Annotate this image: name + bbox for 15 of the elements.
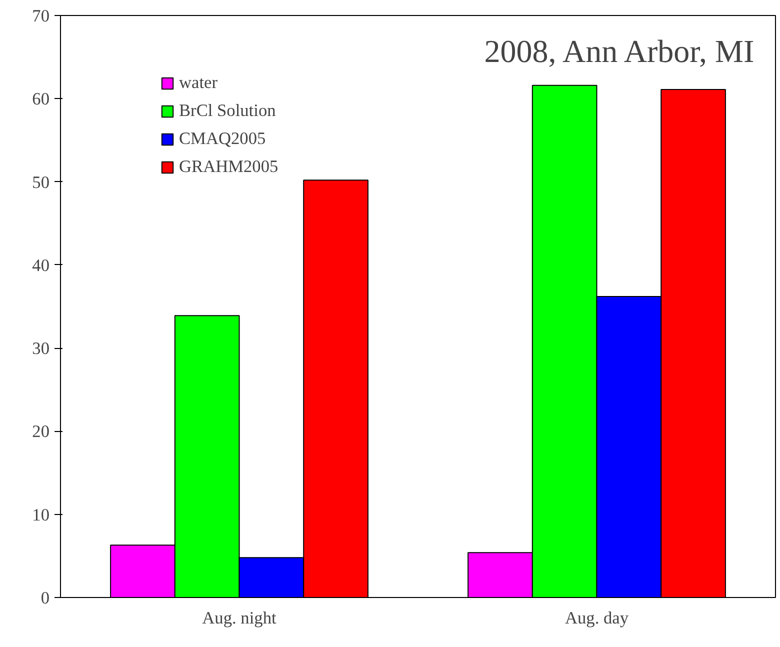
- y-tick-label: 0: [40, 588, 50, 608]
- y-tick-label: 70: [32, 6, 50, 26]
- y-tick-label: 10: [32, 505, 50, 524]
- text: 2008, Ann Arbor, MI: [484, 32, 754, 69]
- y-tick-label: 20: [32, 422, 50, 442]
- legend-label: BrCl Solution: [179, 101, 276, 121]
- y-tick-label: 50: [32, 172, 50, 192]
- y-tick-label: 60: [32, 90, 50, 109]
- x-tick-label: Aug. night: [202, 608, 276, 628]
- legend-label: GRAHM2005: [179, 157, 278, 177]
- y-tick-label: 30: [32, 339, 50, 358]
- x-tick-label: Aug. day: [564, 608, 629, 628]
- legend-label: CMAQ2005: [179, 129, 266, 149]
- legend-label: water: [179, 73, 218, 93]
- y-tick-label: 40: [32, 256, 50, 275]
